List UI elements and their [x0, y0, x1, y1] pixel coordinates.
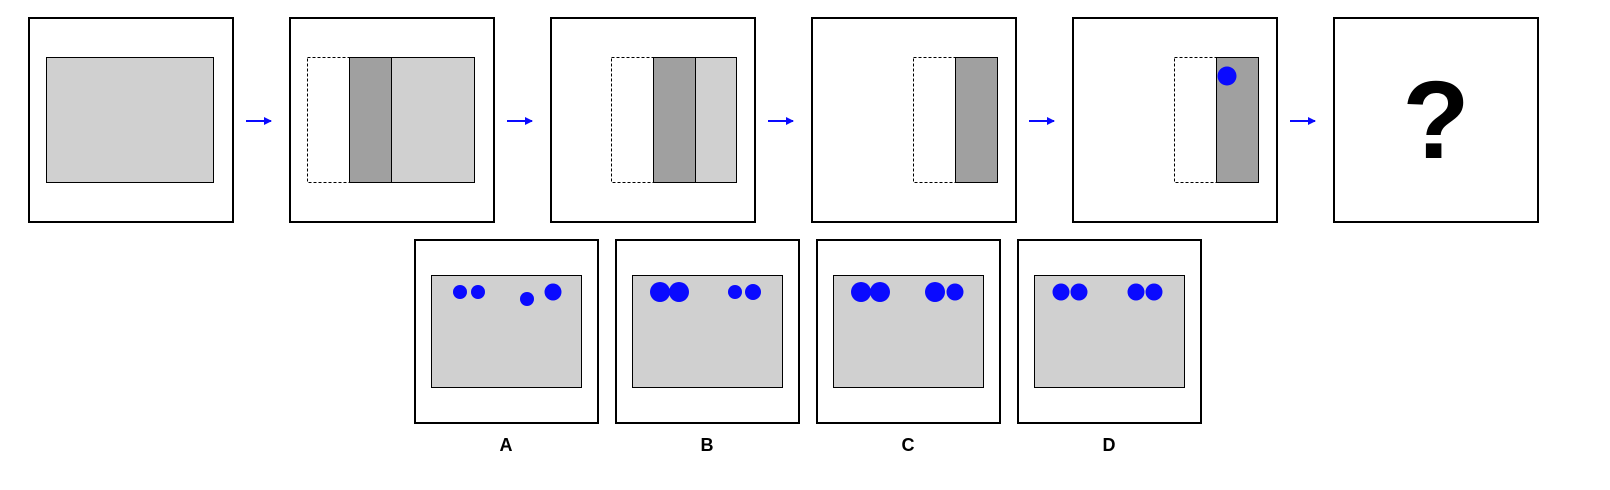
option-d[interactable] — [1017, 239, 1202, 424]
hole — [946, 283, 964, 301]
hole — [745, 284, 761, 300]
hole — [1070, 283, 1088, 301]
sequence-step-2 — [289, 17, 495, 223]
hole — [1052, 283, 1070, 301]
folded-layer — [653, 57, 696, 183]
hole — [925, 282, 945, 302]
hole — [1145, 283, 1163, 301]
hole — [471, 285, 485, 299]
hole — [453, 285, 467, 299]
option-a[interactable] — [414, 239, 599, 424]
paper-sheet — [46, 57, 214, 183]
option-label-a: A — [500, 435, 513, 455]
folded-layer — [955, 57, 998, 183]
option-c[interactable] — [816, 239, 1001, 424]
hole — [669, 282, 689, 302]
option-label-d: D — [1103, 435, 1116, 455]
hole — [851, 282, 871, 302]
hole — [520, 292, 534, 306]
sequence-step-1 — [28, 17, 234, 223]
hole — [650, 282, 670, 302]
sequence-step-3 — [550, 17, 756, 223]
sequence-step-5 — [1072, 17, 1278, 223]
fold-outline — [611, 57, 654, 183]
paper-sheet — [695, 57, 737, 183]
fold-outline — [1174, 57, 1217, 183]
hole — [728, 285, 742, 299]
hole — [870, 282, 890, 302]
fold-outline — [307, 57, 350, 183]
question-mark: ? — [1402, 59, 1469, 182]
sequence-step-unknown: ? — [1333, 17, 1539, 223]
punched-hole — [1217, 66, 1237, 86]
paper-sheet — [391, 57, 475, 183]
folded-layer — [349, 57, 392, 183]
hole — [1127, 283, 1145, 301]
sequence-step-4 — [811, 17, 1017, 223]
option-b[interactable] — [615, 239, 800, 424]
fold-outline — [913, 57, 956, 183]
option-label-b: B — [701, 435, 714, 455]
hole — [544, 283, 562, 301]
option-label-c: C — [902, 435, 915, 455]
